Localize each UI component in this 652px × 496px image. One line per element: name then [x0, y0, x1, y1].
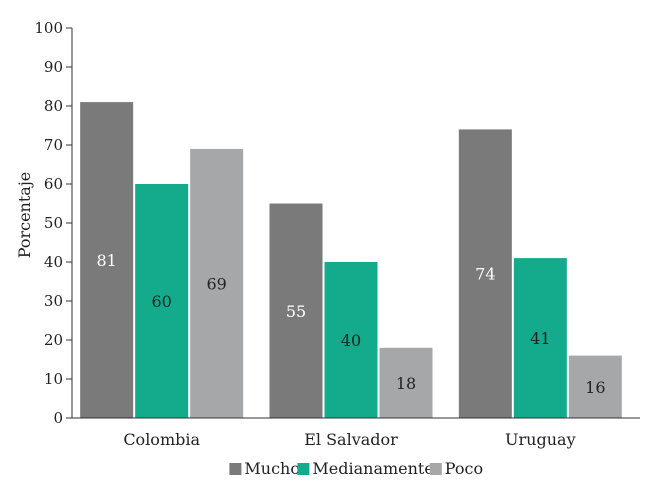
data-label: 60 — [151, 292, 171, 311]
data-label: 74 — [475, 265, 495, 284]
data-label: 81 — [96, 251, 116, 270]
y-tick-label: 20 — [44, 331, 63, 349]
x-axis: Colombia El Salvador Uruguay — [72, 417, 640, 449]
y-tick-label: 70 — [44, 136, 63, 154]
x-tick-label: Colombia — [123, 430, 200, 449]
legend-swatch-poco — [429, 463, 442, 475]
y-tick-label: 60 — [44, 175, 63, 193]
y-tick-label: 50 — [44, 214, 63, 232]
bar-medianamente-colombia — [135, 184, 189, 418]
bars — [80, 102, 622, 418]
legend-swatch-medianamente — [297, 463, 310, 475]
y-tick-label: 40 — [44, 253, 63, 271]
y-tick-label: 10 — [44, 370, 63, 388]
bar-mucho-el-salvador — [269, 203, 323, 418]
legend: Mucho Medianamente Poco — [229, 459, 483, 478]
bar-medianamente-uruguay — [513, 258, 567, 418]
y-tick-label: 100 — [34, 19, 63, 37]
legend-label-poco: Poco — [445, 459, 483, 478]
bar-medianamente-el-salvador — [324, 262, 378, 418]
data-label: 40 — [341, 331, 361, 350]
y-tick-label: 80 — [44, 97, 63, 115]
legend-label-mucho: Mucho — [244, 459, 300, 478]
legend-label-medianamente: Medianamente — [312, 459, 433, 478]
value-labels: 81 60 69 55 40 18 74 41 16 — [96, 251, 605, 397]
x-tick-label: Uruguay — [505, 430, 576, 449]
y-tick-label: 90 — [44, 58, 63, 76]
legend-swatch-mucho — [229, 463, 242, 475]
y-tick-label: 30 — [44, 292, 63, 310]
x-tick-label: El Salvador — [304, 430, 398, 449]
bar-poco-el-salvador — [379, 347, 433, 418]
data-label: 69 — [206, 274, 226, 293]
bar-poco-uruguay — [568, 355, 622, 418]
data-label: 55 — [286, 302, 306, 321]
data-label: 18 — [396, 374, 416, 393]
y-axis-label: Porcentaje — [15, 172, 34, 259]
data-label: 41 — [530, 329, 550, 348]
data-label: 16 — [585, 378, 605, 397]
y-axis: 0 10 20 30 40 50 60 70 80 90 100 — [34, 19, 73, 427]
bar-mucho-colombia — [80, 102, 134, 418]
bar-poco-colombia — [190, 148, 244, 418]
bar-mucho-uruguay — [458, 129, 512, 418]
y-tick-label: 0 — [53, 409, 63, 427]
